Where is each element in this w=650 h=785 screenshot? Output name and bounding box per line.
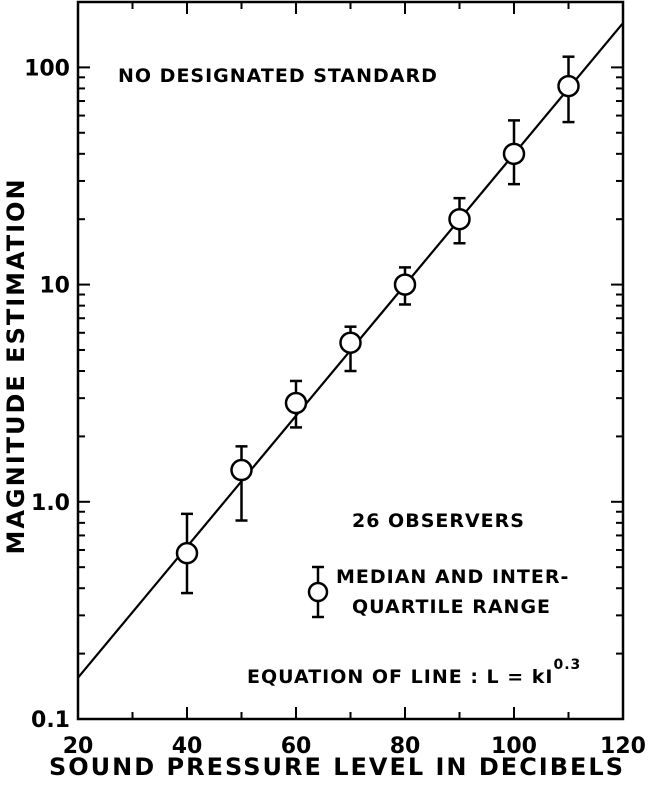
data-point: [557, 55, 580, 124]
y-tick-label: 100: [24, 56, 70, 81]
annotation-standard: NO DESIGNATED STANDARD: [118, 65, 438, 87]
point-marker: [339, 331, 362, 354]
plot-frame: [76, 0, 625, 721]
point-marker: [175, 541, 199, 565]
point-marker: [557, 74, 580, 98]
y-tick-label: 10: [39, 274, 70, 299]
point-marker: [502, 142, 526, 166]
x-axis-title: SOUND PRESSURE LEVEL IN DECIBELS: [49, 753, 625, 781]
annotation-observers: 26 OBSERVERS: [352, 510, 525, 532]
y-tick-label: 1.0: [31, 491, 70, 516]
data-point: [339, 325, 362, 373]
legend-marker: [307, 565, 329, 619]
legend-label-line1: MEDIAN AND INTER-: [336, 566, 569, 588]
x-tick-label: 60: [281, 734, 312, 759]
point-marker: [230, 458, 253, 482]
x-tick-label: 20: [63, 734, 94, 759]
point-marker: [393, 273, 417, 296]
data-point: [175, 512, 199, 595]
data-point: [502, 119, 526, 186]
data-point: [393, 266, 417, 306]
data-point: [230, 445, 253, 522]
x-tick-label: 40: [172, 734, 203, 759]
x-tick-label: 80: [390, 734, 421, 759]
point-marker: [284, 391, 308, 415]
legend-label-line2: QUARTILE RANGE: [352, 596, 551, 618]
data-point: [448, 196, 471, 245]
point-marker: [448, 207, 471, 231]
axis-ticks: 20 40 60 80 100 120 0.1 1.0 10 100: [24, 1, 646, 759]
y-axis-title: MAGNITUDE ESTIMATION: [2, 177, 30, 554]
data-points: [175, 55, 580, 595]
equation-text: EQUATION OF LINE : L = kI: [247, 666, 554, 688]
equation-exponent: 0.3: [554, 657, 582, 673]
legend: MEDIAN AND INTER- QUARTILE RANGE: [307, 565, 569, 619]
equation-label: EQUATION OF LINE : L = kI0.3: [247, 657, 581, 688]
x-tick-label: 120: [600, 734, 646, 759]
y-tick-label: 0.1: [31, 708, 70, 733]
x-tick-label: 100: [491, 734, 537, 759]
data-point: [284, 379, 308, 429]
